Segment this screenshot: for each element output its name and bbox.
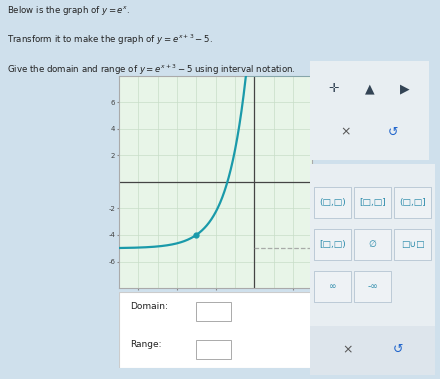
- FancyBboxPatch shape: [354, 186, 392, 218]
- Text: □∪□: □∪□: [401, 240, 425, 249]
- Text: Transform it to make the graph of $y=e^{x+3}-5$.: Transform it to make the graph of $y=e^{…: [7, 33, 213, 47]
- FancyBboxPatch shape: [196, 302, 231, 321]
- Text: Domain:: Domain:: [130, 302, 168, 312]
- FancyBboxPatch shape: [314, 229, 352, 260]
- FancyBboxPatch shape: [354, 271, 392, 302]
- Text: Below is the graph of $y=e^x$.: Below is the graph of $y=e^x$.: [7, 4, 130, 17]
- Text: ×: ×: [342, 343, 353, 356]
- Text: ↺: ↺: [388, 126, 399, 139]
- FancyBboxPatch shape: [308, 160, 438, 379]
- Text: ×: ×: [341, 126, 351, 139]
- FancyBboxPatch shape: [394, 229, 431, 260]
- Text: (□,□): (□,□): [319, 198, 346, 207]
- FancyBboxPatch shape: [354, 229, 392, 260]
- Text: ∞: ∞: [329, 282, 337, 291]
- FancyBboxPatch shape: [196, 340, 231, 359]
- Text: [□,□): [□,□): [319, 240, 346, 249]
- Text: ✛: ✛: [329, 83, 339, 96]
- Text: [□,□]: [□,□]: [359, 198, 386, 207]
- Text: (□,□]: (□,□]: [399, 198, 426, 207]
- FancyBboxPatch shape: [119, 292, 312, 368]
- Text: Give the domain and range of $y=e^{x+3}-5$ using interval notation.: Give the domain and range of $y=e^{x+3}-…: [7, 62, 296, 77]
- Text: -∞: -∞: [367, 282, 378, 291]
- FancyBboxPatch shape: [307, 58, 433, 163]
- Text: ▲: ▲: [365, 83, 374, 96]
- FancyBboxPatch shape: [394, 186, 431, 218]
- FancyBboxPatch shape: [310, 326, 435, 375]
- Text: Range:: Range:: [130, 340, 162, 349]
- Text: ▶: ▶: [400, 83, 410, 96]
- Text: ↺: ↺: [392, 343, 403, 356]
- FancyBboxPatch shape: [314, 186, 352, 218]
- FancyBboxPatch shape: [314, 271, 352, 302]
- Text: ∅: ∅: [369, 240, 377, 249]
